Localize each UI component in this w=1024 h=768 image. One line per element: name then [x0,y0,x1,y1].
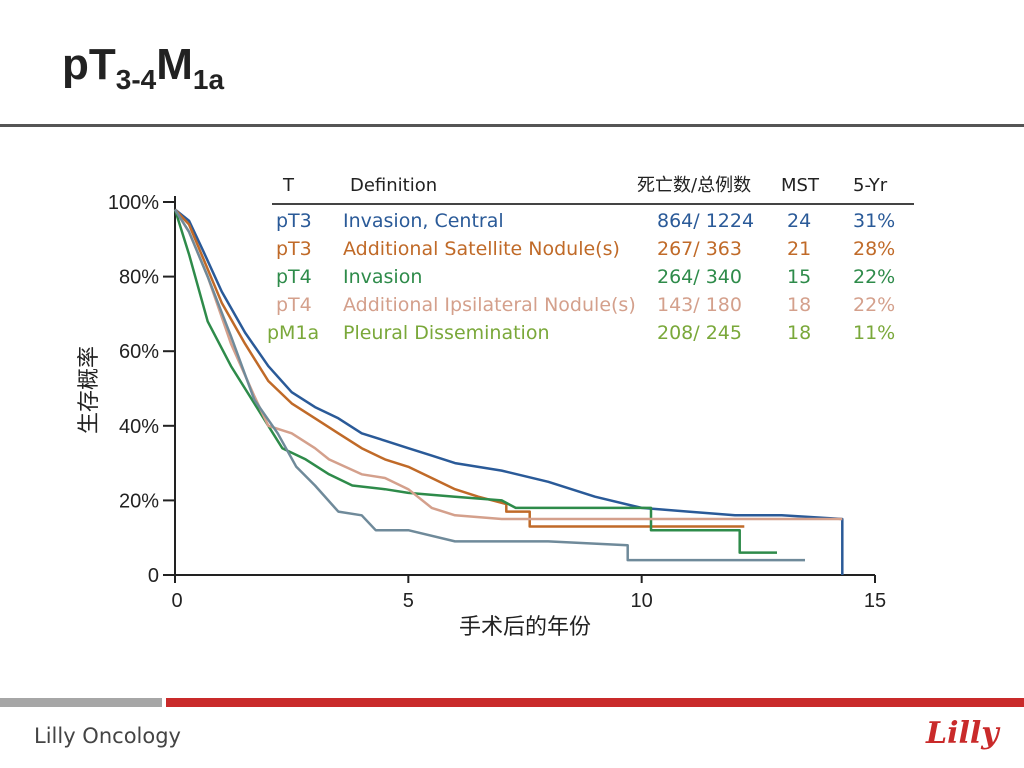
chart-axes: 0 20% 40% 60% 80% 100% 0 5 10 15 手术后的年份 生存概率 [77,192,886,640]
table-cell: 24 [787,210,811,232]
chart-series [173,208,844,575]
table-cell: pT4 [276,266,312,288]
y-axis-label: 生存概率 [77,346,102,434]
y-tick-label: 40% [119,416,159,438]
series-line-4 [173,208,843,521]
footer-brand: Lilly Oncology [34,724,181,748]
table-cell: Pleural Dissemination [343,322,550,344]
table-cell: 31% [853,210,895,232]
table-header: Definition [350,175,437,196]
x-axis-label: 手术后的年份 [459,615,591,640]
series-line-3 [173,209,777,554]
table-cell: Additional Satellite Nodule(s) [343,238,620,260]
series-line-5 [173,208,805,562]
series-line-2 [174,208,745,528]
series-line-1 [174,208,844,575]
x-tick-label: 15 [864,590,886,612]
survival-chart: T Definition 死亡数/总例数 MST 5-Yr pT3 Invasion, Ce… [77,175,914,640]
footer-red-bar [166,698,1024,707]
x-tick-label: 5 [403,590,414,612]
table-cell: 11% [853,322,895,344]
table-cell: 267/ 363 [657,238,742,260]
table-header: 死亡数/总例数 [637,175,751,196]
table-cell: Invasion [343,266,422,288]
table-header: 5-Yr [853,175,888,196]
y-tick-label: 20% [119,490,159,512]
table-header: MST [781,175,820,196]
x-tick-label: 0 [171,590,182,612]
table-cell: 15 [787,266,811,288]
x-tick-label: 10 [631,590,653,612]
table-cell: 208/ 245 [657,322,742,344]
table-cell: pM1a [267,322,319,344]
table-cell: 21 [787,238,811,260]
table-cell: pT3 [276,210,312,232]
table-cell: 143/ 180 [657,294,742,316]
y-tick-label: 60% [119,341,159,363]
slide-title: pT3-4M1a [62,40,225,95]
y-tick-label: 80% [119,267,159,289]
table-cell: 864/ 1224 [657,210,754,232]
y-tick-label: 0 [148,565,159,587]
table-cell: 22% [853,266,895,288]
table-cell: Invasion, Central [343,210,504,232]
table-cell: pT4 [276,294,312,316]
table-cell: pT3 [276,238,312,260]
table-cell: 18 [787,322,811,344]
table-header: T [282,175,295,196]
y-tick-label: 100% [108,192,159,214]
legend-table: T Definition 死亡数/总例数 MST 5-Yr pT3 Invasion, Ce… [267,175,914,344]
footer-gray-bar [0,698,162,707]
table-cell: 264/ 340 [657,266,742,288]
title-divider [0,124,1024,127]
table-cell: Additional Ipsilateral Nodule(s) [343,294,636,316]
table-cell: 22% [853,294,895,316]
lilly-logo: Lilly [926,716,999,751]
table-cell: 28% [853,238,895,260]
table-cell: 18 [787,294,811,316]
